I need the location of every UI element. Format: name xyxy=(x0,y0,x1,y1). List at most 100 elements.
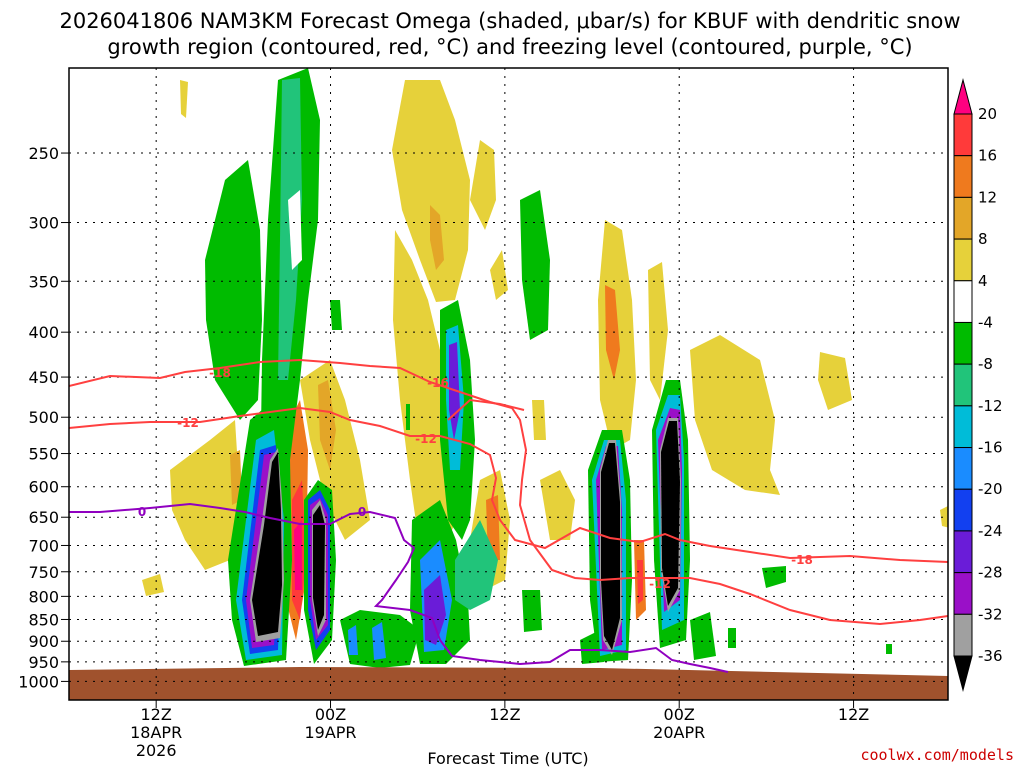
y-axis: 250 300 350 400 450 500 550 600 650 700 750 800 850 9… xyxy=(18,144,69,691)
colorbar-label: -24 xyxy=(978,522,1003,540)
colorbar-label: -20 xyxy=(978,480,1003,498)
omega-core-black xyxy=(252,452,282,636)
colorbar: 20 16 12 8 4 -4 -8 -12 -16 -20 -24 -28 -32 -36 xyxy=(953,78,1003,692)
colorbar-swatch xyxy=(953,363,973,407)
colorbar-swatch xyxy=(953,196,973,240)
colorbar-swatch xyxy=(953,488,973,532)
grid-lines xyxy=(69,68,948,700)
colorbar-label: -32 xyxy=(978,605,1003,623)
dgz-contour-mid xyxy=(447,398,525,421)
colorbar-swatch xyxy=(953,572,973,615)
colorbar-label: 8 xyxy=(978,230,988,248)
x-tick-label: 18APR xyxy=(130,723,182,742)
omega-core-black xyxy=(661,421,680,606)
omega-area-negative xyxy=(372,622,386,660)
freezing-level-contour xyxy=(69,502,729,673)
omega-area-negative xyxy=(348,625,358,655)
omega-area-positive xyxy=(142,574,164,596)
dgz-contour-upper xyxy=(69,358,948,626)
temperature-contours xyxy=(69,358,948,673)
colorbar-swatch xyxy=(953,238,973,282)
x-tick-label: 12Z xyxy=(141,705,172,724)
omega-area-negative xyxy=(886,644,892,654)
colorbar-swatch xyxy=(953,78,973,115)
omega-area-positive xyxy=(300,360,370,540)
chart-title-line-1: 2026041806 NAM3KM Forecast Omega (shaded… xyxy=(59,9,960,33)
colorbar-swatch xyxy=(953,613,973,657)
omega-area-negative xyxy=(205,160,262,420)
freezing-label: 0 xyxy=(138,505,146,519)
omega-shading xyxy=(142,68,948,668)
omega-area-negative xyxy=(762,566,786,588)
colorbar-label: -28 xyxy=(978,564,1003,582)
colorbar-label: 16 xyxy=(978,147,997,165)
colorbar-swatch xyxy=(953,447,973,490)
colorbar-label: -4 xyxy=(978,313,993,331)
y-tick-label: 850 xyxy=(28,610,59,629)
omega-area-negative xyxy=(406,404,410,430)
y-tick-label: 700 xyxy=(28,536,59,555)
omega-area-positive xyxy=(605,285,620,380)
y-tick-label: 500 xyxy=(28,408,59,427)
omega-area-negative xyxy=(455,520,498,610)
omega-area-positive xyxy=(470,140,496,230)
colorbar-swatch xyxy=(953,113,973,157)
x-tick-label: 19APR xyxy=(304,723,356,742)
y-tick-label: 1000 xyxy=(18,672,59,691)
colorbar-swatch xyxy=(953,155,973,198)
colorbar-label: -16 xyxy=(978,439,1003,457)
omega-area-positive xyxy=(318,380,336,470)
omega-area-positive xyxy=(532,400,546,440)
x-tick-label: 00Z xyxy=(315,705,346,724)
y-tick-label: 250 xyxy=(28,144,59,163)
omega-area-positive xyxy=(392,80,470,302)
credit-text: coolwx.com/models xyxy=(860,746,1014,764)
colorbar-label: -8 xyxy=(978,355,993,373)
x-tick-label: 00Z xyxy=(664,705,695,724)
y-tick-label: 950 xyxy=(28,653,59,672)
colorbar-label: -12 xyxy=(978,397,1003,415)
omega-area-positive xyxy=(490,250,508,300)
x-tick-label: 20APR xyxy=(653,723,705,742)
chart-title-line-2: growth region (contoured, red, °C) and f… xyxy=(107,35,912,59)
omega-area-negative xyxy=(690,612,716,660)
colorbar-swatch xyxy=(953,280,973,323)
y-tick-label: 750 xyxy=(28,563,59,582)
y-tick-label: 400 xyxy=(28,323,59,342)
colorbar-swatch xyxy=(953,530,973,574)
omega-area-positive xyxy=(648,262,668,400)
colorbar-swatch xyxy=(953,655,973,692)
x-tick-label: 2026 xyxy=(136,741,177,760)
colorbar-label: 4 xyxy=(978,272,988,290)
omega-area-negative xyxy=(330,300,342,330)
y-tick-label: 900 xyxy=(28,632,59,651)
dgz-contour-lower xyxy=(69,406,948,563)
omega-core-black xyxy=(601,443,620,650)
y-tick-label: 350 xyxy=(28,272,59,291)
colorbar-label: 20 xyxy=(978,105,997,123)
y-tick-label: 550 xyxy=(28,445,59,464)
omega-area-positive xyxy=(818,352,852,410)
omega-area-positive xyxy=(637,560,643,604)
omega-area-positive xyxy=(430,205,444,270)
dgz-label: -12 xyxy=(177,416,199,430)
omega-area-negative xyxy=(728,628,736,648)
colorbar-label: -36 xyxy=(978,647,1003,665)
dgz-label: -18 xyxy=(209,366,231,380)
omega-area-negative xyxy=(520,190,550,340)
freezing-label: 0 xyxy=(358,505,366,519)
omega-core-black xyxy=(313,505,325,630)
omega-area-positive xyxy=(690,335,780,495)
dgz-label: -12 xyxy=(415,432,437,446)
y-tick-label: 450 xyxy=(28,368,59,387)
dgz-label: -18 xyxy=(791,553,813,567)
colorbar-swatch xyxy=(953,405,973,449)
x-tick-label: 12Z xyxy=(489,705,520,724)
omega-area-positive xyxy=(540,470,575,540)
omega-area-positive xyxy=(940,506,948,528)
omega-area-positive xyxy=(180,80,188,118)
plot-frame xyxy=(68,67,949,701)
omega-area-negative xyxy=(424,575,446,645)
